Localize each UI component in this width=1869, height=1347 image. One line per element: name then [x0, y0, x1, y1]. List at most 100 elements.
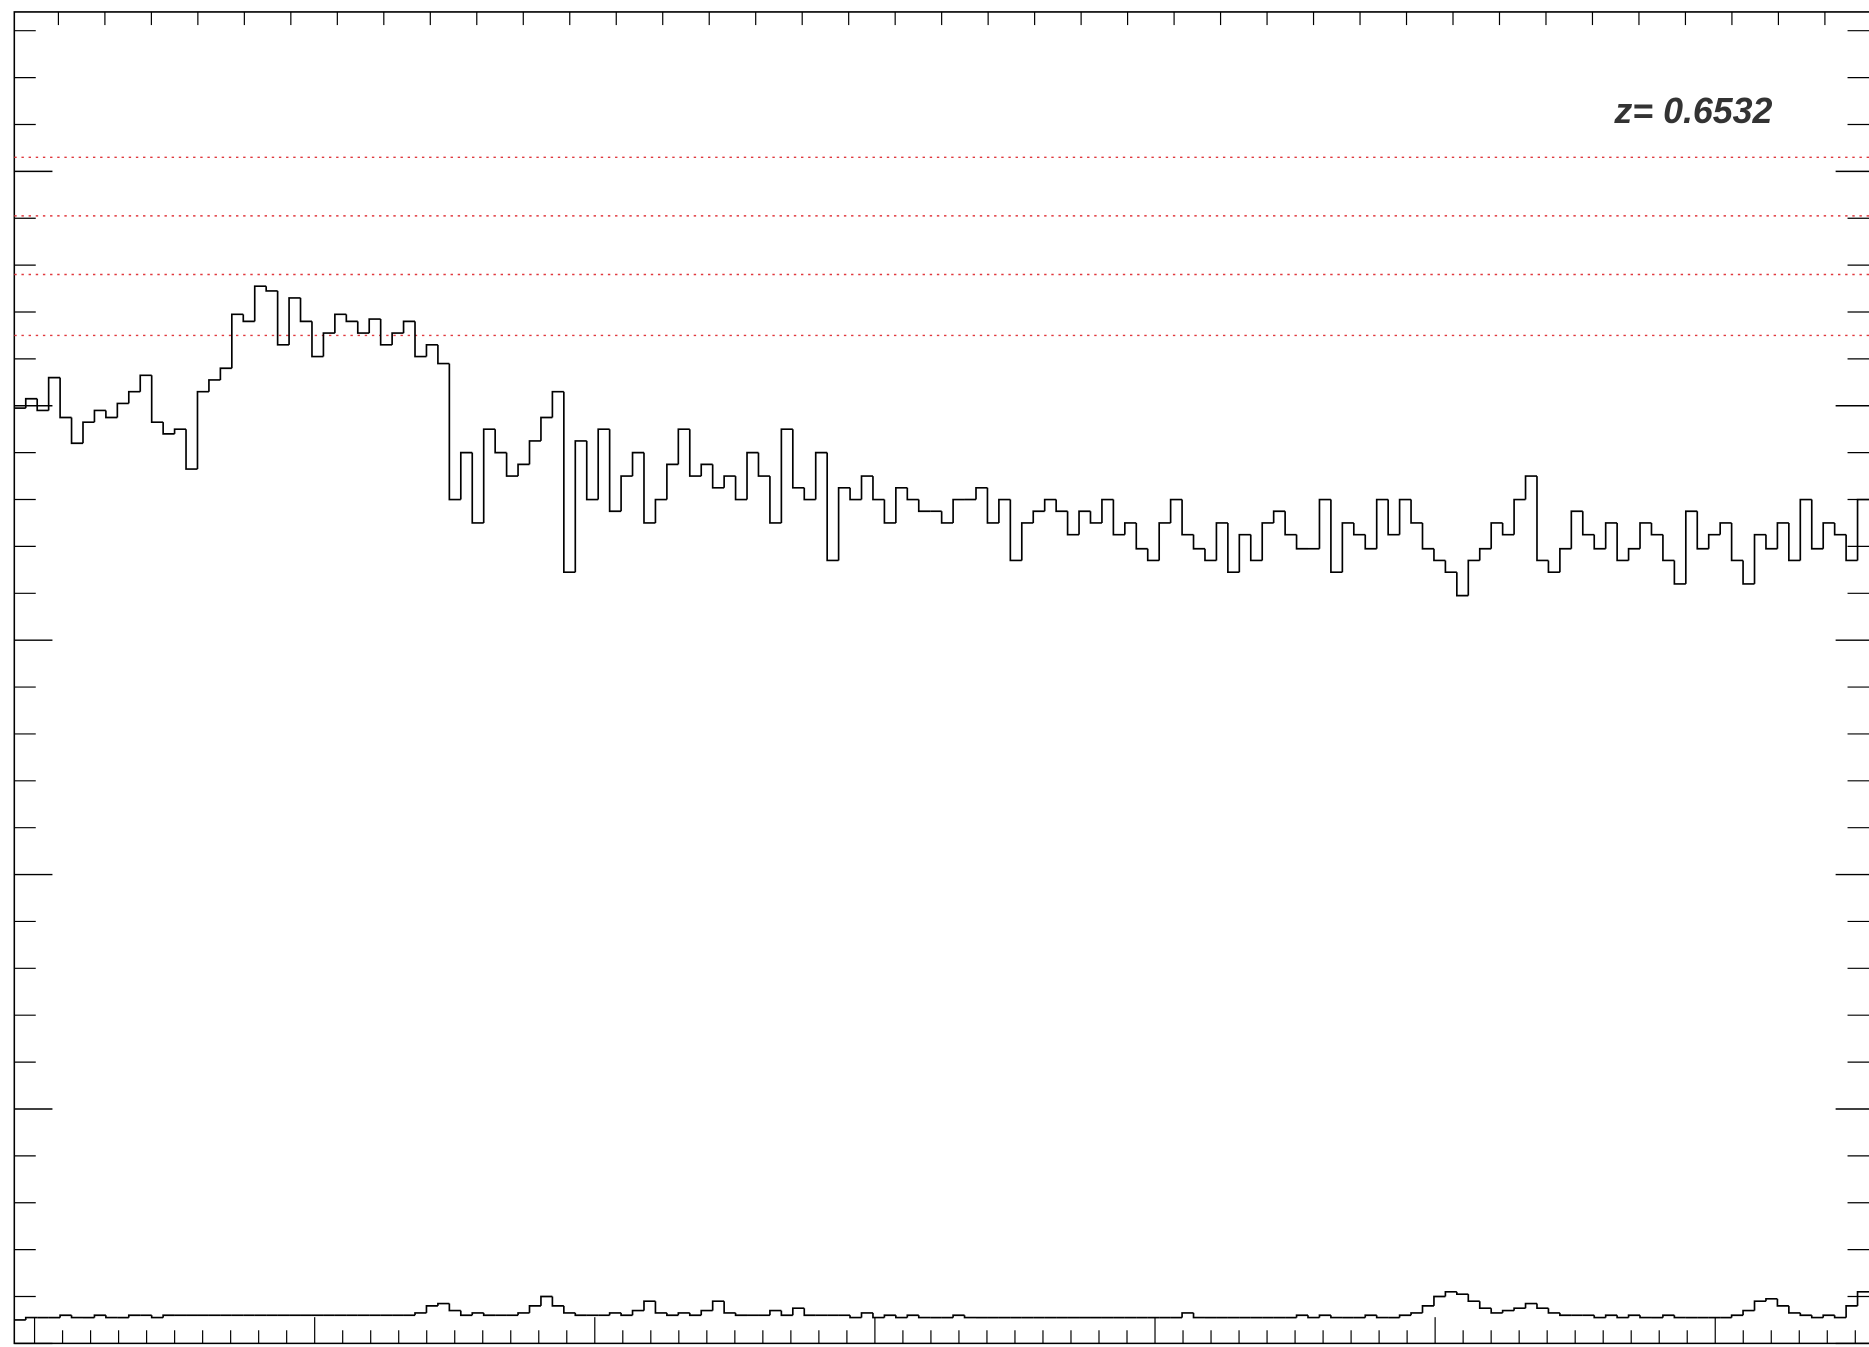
spectrum-step	[1227, 522, 1240, 574]
spectrum-step	[1375, 1315, 1389, 1319]
spectrum-step	[826, 452, 839, 562]
spectrum-step	[1581, 511, 1595, 536]
spectrum-step	[1375, 498, 1389, 549]
spectrum-step	[494, 429, 507, 454]
spectrum-step	[1513, 498, 1526, 535]
spectrum-step	[471, 452, 484, 524]
spectrum-step	[1398, 498, 1412, 535]
spectrum-step	[253, 285, 267, 322]
spectrum-step	[47, 376, 61, 411]
spectrum-step	[1776, 522, 1789, 549]
spectrum-step	[1330, 1315, 1343, 1319]
spectrum-step	[322, 332, 335, 357]
spectrum-step	[1684, 510, 1698, 584]
spectrum-step	[208, 379, 221, 392]
spectrum-step	[574, 1312, 587, 1317]
spectrum-step	[1215, 522, 1228, 561]
spectrum-step	[93, 409, 106, 423]
spectrum-step	[105, 410, 118, 419]
spectrum-step	[540, 416, 553, 441]
spectrum-step	[1673, 560, 1686, 585]
spectrum-step	[1788, 1305, 1801, 1314]
spectrum-step	[688, 1312, 702, 1317]
spectrum-step	[975, 486, 988, 500]
spectrum-step	[1192, 534, 1205, 550]
spectrum-step	[608, 429, 622, 513]
spectrum-step	[1135, 522, 1148, 550]
spectrum-step	[643, 452, 656, 524]
spectrum-step	[688, 429, 702, 477]
spectrum-step	[1398, 1314, 1412, 1318]
spectrum-step	[1364, 1314, 1377, 1318]
spectrum-step	[608, 1312, 622, 1316]
spectrum-step	[36, 398, 49, 412]
spectrum-step	[437, 1302, 450, 1306]
spectrum-step	[963, 1315, 976, 1319]
spectrum-step	[872, 1312, 885, 1319]
spectrum-step	[24, 1316, 38, 1320]
spectrum-step	[265, 286, 278, 292]
spectrum-step	[723, 475, 736, 488]
spectrum-step	[1112, 499, 1125, 536]
spectrum-step	[1810, 1315, 1824, 1319]
spectrum-step	[700, 1309, 713, 1316]
spectrum-step	[597, 428, 610, 500]
spectrum-step	[1456, 572, 1469, 597]
spectrum-step	[1845, 534, 1858, 562]
spectrum-step	[1261, 522, 1274, 561]
spectrum-step	[1856, 498, 1869, 561]
spectrum-step	[334, 313, 347, 334]
spectrum-step	[906, 1314, 919, 1318]
spectrum-step	[1295, 534, 1309, 550]
spectrum-step	[677, 1312, 690, 1316]
spectrum-step	[860, 1312, 873, 1318]
spectrum-step	[1856, 1290, 1869, 1306]
spectrum-step	[1478, 547, 1492, 561]
spectrum-step	[1524, 1302, 1537, 1309]
spectrum-step	[459, 451, 473, 500]
spectrum-step	[185, 429, 198, 470]
spectrum-step	[1604, 1314, 1618, 1318]
spectrum-step	[127, 390, 141, 404]
spectrum-step	[402, 320, 416, 334]
spectrum-step	[1616, 1315, 1629, 1319]
spectrum-step	[769, 476, 782, 524]
spectrum-step	[1730, 1314, 1744, 1318]
spectrum-step	[1833, 1315, 1847, 1319]
spectrum-step	[196, 390, 209, 470]
spectrum-step	[59, 377, 72, 419]
spectrum-step	[1330, 499, 1343, 574]
spectrum-step	[1536, 476, 1549, 562]
spectrum-step	[1123, 522, 1137, 535]
spectrum-step	[1822, 522, 1835, 549]
spectrum-step	[127, 1314, 141, 1318]
spectrum-step	[1799, 1312, 1812, 1317]
spectrum-step	[1467, 1294, 1480, 1303]
spectrum-step	[1753, 1300, 1766, 1311]
spectrum-step	[1730, 522, 1744, 562]
spectrum-step	[448, 363, 461, 501]
spectrum-step	[1799, 498, 1812, 561]
spectrum-step	[1776, 1298, 1789, 1307]
spectrum-step	[1238, 533, 1251, 573]
spectrum-step	[1421, 522, 1434, 550]
spectrum-step	[895, 486, 908, 523]
spectrum-step	[70, 1315, 83, 1319]
spectrum-step	[1559, 547, 1572, 573]
spectrum-step	[791, 429, 805, 489]
spectrum-step	[1020, 522, 1034, 561]
spectrum-step	[1043, 498, 1057, 512]
spectrum-step	[311, 321, 324, 358]
spectrum-step	[1501, 1309, 1515, 1313]
spectrum-step	[723, 1301, 736, 1314]
spectrum-step	[1387, 499, 1400, 536]
spectrum-step	[1593, 1315, 1606, 1319]
spectrum-step	[849, 487, 862, 501]
spectrum-step	[1833, 522, 1847, 536]
spectrum-step	[895, 1315, 908, 1319]
spectrum-step	[150, 375, 164, 424]
spectrum-step	[105, 1315, 118, 1319]
spectrum-step	[1547, 560, 1560, 574]
spectrum-step	[345, 314, 358, 323]
spectrum-step	[448, 1303, 461, 1312]
